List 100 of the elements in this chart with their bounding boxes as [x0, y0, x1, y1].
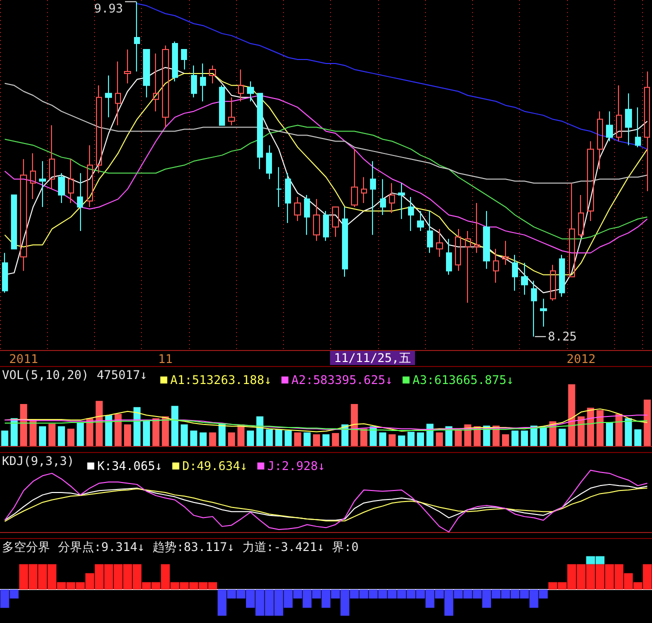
candlestick [559, 254, 565, 298]
bar [10, 418, 18, 446]
candlestick [58, 172, 65, 204]
bar [540, 426, 547, 446]
candlestick [209, 64, 216, 84]
bar [200, 432, 207, 446]
candlestick [578, 194, 584, 238]
bar [218, 424, 226, 446]
bar [133, 407, 141, 446]
bar [558, 428, 566, 446]
candlestick [77, 172, 83, 232]
bar [596, 410, 604, 446]
candlestick [380, 178, 386, 216]
candlestick [219, 84, 225, 126]
bar [284, 430, 292, 446]
bar [266, 429, 273, 446]
candlestick [68, 158, 74, 204]
candlestick [285, 172, 291, 224]
bar [587, 408, 594, 446]
bar [332, 433, 339, 446]
text: 界:0 [332, 540, 359, 554]
candlestick [276, 166, 282, 208]
bar [48, 424, 56, 446]
x-tick-label: 11 [158, 352, 173, 366]
text: 分界点:9.314↓ [58, 540, 145, 554]
candlestick [625, 92, 632, 146]
candlestick [191, 64, 197, 98]
text: 475017↓ [96, 368, 148, 382]
legend-label: D:49.634↓ [182, 459, 248, 473]
candlestick [389, 182, 395, 214]
candlestick [361, 176, 367, 204]
bar [388, 434, 396, 446]
bar [246, 430, 254, 446]
bar [294, 432, 302, 446]
bar [228, 432, 236, 446]
candlestick [181, 49, 187, 70]
candlestick [521, 262, 528, 296]
bar [209, 432, 216, 446]
bar [190, 430, 198, 446]
bar [530, 426, 538, 446]
candlestick [597, 110, 603, 170]
candlestick [134, 1, 140, 72]
candlestick [294, 196, 301, 222]
annotation: 8.25 [548, 330, 577, 344]
candlestick [247, 80, 254, 102]
candlestick [342, 206, 348, 278]
bar [58, 426, 65, 446]
candlestick [351, 148, 358, 208]
candlestick [540, 298, 547, 328]
bar [96, 400, 103, 446]
candlestick [455, 228, 461, 272]
candlestick [304, 194, 310, 236]
candlestick [635, 106, 641, 148]
candlestick [30, 152, 36, 200]
bar [313, 434, 320, 446]
bar [180, 424, 188, 446]
legend-label: A3:613665.875↓ [412, 373, 514, 387]
chart-title: VOL(5,10,20) [2, 368, 89, 382]
candlestick [616, 84, 622, 142]
candlestick [502, 240, 509, 266]
bar [502, 434, 510, 446]
bar [360, 428, 368, 446]
candlestick [124, 49, 131, 84]
candlestick [474, 202, 480, 254]
bar [67, 428, 74, 446]
candlestick [313, 198, 320, 242]
legend-label: J:2.928↓ [267, 459, 326, 473]
bar [350, 404, 358, 446]
text: 趋势:83.117↓ [152, 540, 234, 554]
bar [20, 404, 28, 446]
bar [615, 414, 622, 446]
candlestick [49, 124, 55, 190]
candlestick [332, 206, 339, 238]
bar [379, 432, 386, 446]
bar [171, 406, 178, 446]
candlestick [257, 92, 263, 170]
chart-title: KDJ(9,3,3) [2, 454, 74, 468]
bar [152, 418, 160, 446]
bar [436, 432, 443, 446]
bar [578, 416, 585, 446]
bar [114, 414, 122, 446]
bar [398, 436, 406, 446]
candlestick [436, 228, 443, 258]
chart-title: 多空分界 [2, 540, 50, 554]
candlestick [569, 182, 575, 278]
legend-label: K:34.065↓ [97, 459, 162, 473]
bar [30, 420, 37, 446]
candlestick [644, 70, 650, 192]
text: 力道:-3.421↓ [242, 540, 324, 554]
bar [511, 430, 519, 446]
bar [454, 429, 462, 446]
candlestick [370, 160, 376, 236]
legend-label: A1:513263.188↓ [170, 373, 272, 387]
bar [624, 418, 632, 446]
legend-label: A2:583395.625↓ [291, 373, 393, 387]
bar [38, 426, 46, 446]
candlestick [105, 74, 112, 118]
candlestick [20, 158, 27, 272]
candlestick [2, 252, 8, 294]
bar [142, 420, 150, 446]
